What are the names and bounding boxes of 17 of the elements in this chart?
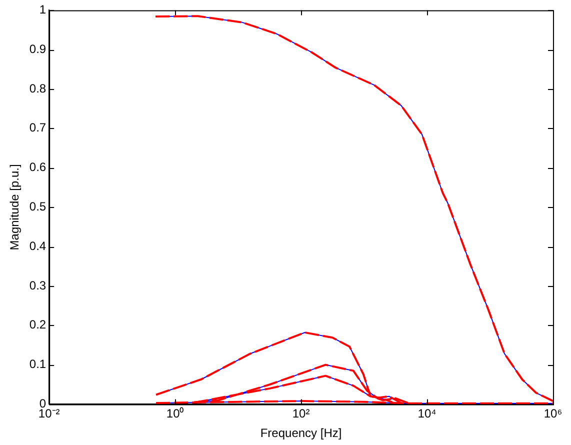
y-tick-label: 0.1: [29, 357, 46, 372]
x-tick-label: 10⁰: [166, 406, 184, 421]
y-tick-label: 0.2: [29, 318, 46, 332]
x-tick-label: 10⁻²: [38, 406, 60, 421]
x-tick-label: 10⁴: [418, 406, 436, 421]
x-tick-label: 10²: [292, 406, 310, 421]
y-tick-label: 0.7: [29, 120, 46, 135]
y-tick-label: 0.3: [29, 278, 46, 292]
y-tick-label: 0.8: [29, 81, 46, 96]
y-tick-label: 0.4: [29, 238, 46, 253]
x-axis-title: Frequency [Hz]: [260, 426, 342, 440]
y-tick-label: 0.5: [29, 200, 46, 214]
y-tick-label: 0.6: [29, 160, 46, 174]
y-axis-title: Magnitude [p.u.]: [8, 164, 22, 250]
y-tick-label: 1: [39, 2, 46, 17]
y-tick-label: 0.9: [29, 42, 46, 56]
x-tick-label: 10⁶: [544, 406, 562, 421]
